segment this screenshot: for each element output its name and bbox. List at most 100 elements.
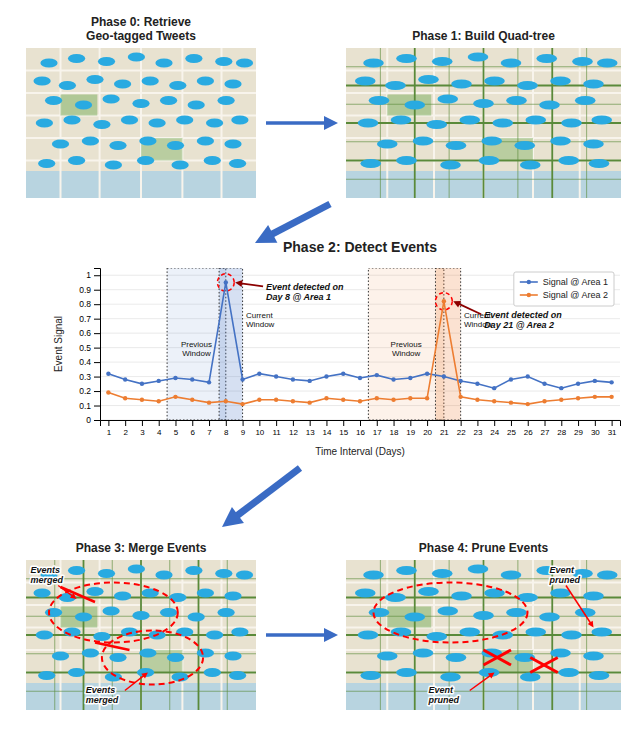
tweet-icon — [451, 80, 472, 89]
map-panel: Phase 0: RetrieveGeo-tagged Tweets — [26, 15, 256, 198]
tweet-icon — [561, 119, 582, 128]
y-tick-label: 0.6 — [79, 328, 91, 338]
tweet-icon — [501, 571, 522, 580]
x-tick-mark — [293, 420, 294, 426]
series-point — [123, 377, 127, 381]
tweet-icon — [481, 137, 502, 146]
x-tick-label: 3 — [140, 428, 145, 437]
series-point — [307, 400, 311, 404]
x-tick-mark — [545, 420, 546, 426]
legend-item: Signal @ Area 2 — [520, 290, 608, 300]
prune-mark — [530, 658, 558, 673]
y-tick-mark — [94, 319, 100, 320]
x-tick-mark — [175, 420, 176, 426]
x-tick: 22 — [457, 420, 466, 437]
series-point — [257, 398, 261, 402]
window — [368, 268, 443, 420]
tweet-icon — [167, 653, 184, 662]
series-point — [291, 399, 295, 403]
x-tick-label: 26 — [524, 428, 533, 437]
series-point — [358, 399, 362, 403]
y-tick-mark — [94, 290, 100, 291]
x-tick: 9 — [241, 420, 246, 437]
x-tick: 8 — [224, 420, 229, 437]
flow-arrow-shaft — [269, 204, 330, 236]
tweet-icon — [575, 96, 596, 105]
tweet-icon — [86, 587, 103, 596]
tweet-icon — [506, 96, 527, 105]
tweet-icon — [440, 673, 461, 682]
y-tick: 0.2 — [79, 386, 100, 396]
tweet-icon — [33, 77, 50, 86]
tweet-icon — [75, 101, 92, 110]
tweet-icon — [426, 632, 447, 641]
x-tick: 30 — [591, 420, 600, 437]
merge-link — [95, 643, 130, 651]
line-chart: 1234567891011121314151617181920212223242… — [53, 239, 621, 457]
tweet-icon — [86, 75, 103, 84]
series-point — [492, 386, 496, 390]
map-panel: EventprunedEventprunedPhase 4: Prune Eve… — [346, 541, 621, 710]
y-tick-label: 0.2 — [79, 386, 91, 396]
x-tick-label: 16 — [356, 428, 365, 437]
tweet-icon — [396, 54, 417, 63]
tweet-icon — [229, 159, 246, 168]
y-tick-mark — [94, 406, 100, 407]
x-tick: 23 — [473, 420, 482, 437]
flow-arrow-head — [255, 225, 277, 243]
series-point — [240, 402, 244, 406]
legend-item: Signal @ Area 1 — [520, 277, 608, 287]
quadtree-line — [483, 48, 485, 198]
tweet-icon — [197, 77, 214, 86]
series-point — [190, 377, 194, 381]
tweet-icon — [188, 101, 205, 110]
series-point — [375, 396, 379, 400]
series-point — [609, 395, 613, 399]
y-tick-mark — [94, 333, 100, 334]
tweet-icon — [142, 77, 159, 86]
series-point — [257, 371, 261, 375]
tweet-icon — [404, 101, 425, 110]
tweet-icon — [377, 652, 398, 661]
map-note-arrow — [566, 586, 594, 628]
quadtree-line — [586, 560, 587, 710]
tweet-icon — [40, 59, 57, 68]
tweet-icon — [360, 671, 381, 680]
window — [167, 268, 226, 420]
x-tick: 29 — [574, 420, 583, 437]
annotation: Event detected onDay 8 @ Area 1 — [266, 282, 344, 302]
tweet-icon — [363, 59, 384, 68]
series-point — [173, 376, 177, 380]
tweet-icon — [550, 589, 571, 598]
x-axis-line — [101, 421, 621, 427]
tweet-icon — [52, 652, 69, 661]
x-tick-mark — [511, 420, 512, 426]
x-tick-label: 18 — [390, 428, 399, 437]
series-point — [425, 371, 429, 375]
map-background — [26, 560, 256, 710]
map-title: Phase 4: Prune Events — [419, 541, 549, 555]
x-axis-title: Time Interval (Days) — [315, 446, 405, 457]
y-tick-label: 0.9 — [79, 285, 91, 295]
tweet-icon — [93, 120, 110, 129]
series-point — [173, 395, 177, 399]
x-tick-label: 20 — [423, 428, 432, 437]
tweet-icon — [517, 593, 538, 602]
tweet-icon — [501, 59, 522, 68]
series-point — [509, 400, 513, 404]
map-title: Phase 0: RetrieveGeo-tagged Tweets — [86, 15, 196, 43]
x-tick: 31 — [608, 420, 617, 437]
tweet-icon — [391, 628, 412, 637]
series-point — [375, 373, 379, 377]
tweet-icon — [363, 571, 384, 580]
quadtree-line — [346, 66, 621, 67]
series-point — [274, 398, 278, 402]
quadtree-line — [169, 560, 170, 710]
tweet-icon — [36, 119, 53, 128]
series-point — [224, 399, 228, 403]
chart-title: Phase 2: Detect Events — [283, 239, 437, 255]
tweet-icon — [360, 159, 381, 168]
x-tick-label: 13 — [306, 428, 315, 437]
event-highlight — [435, 293, 452, 310]
x-tick-label: 29 — [574, 428, 583, 437]
